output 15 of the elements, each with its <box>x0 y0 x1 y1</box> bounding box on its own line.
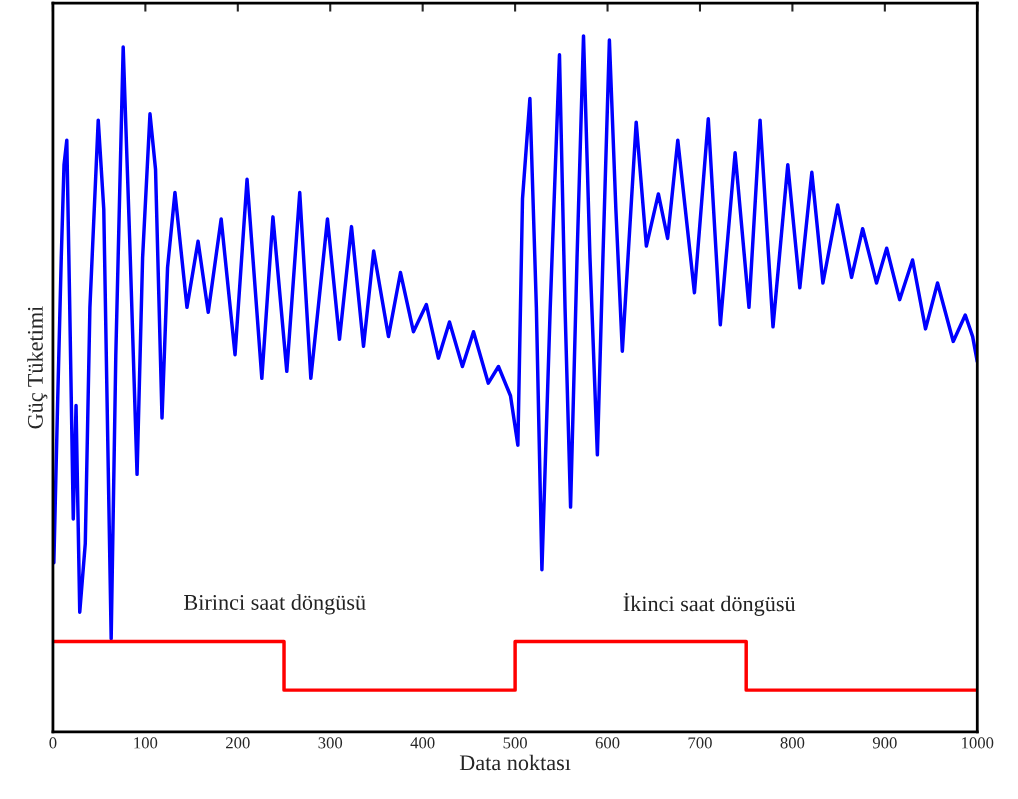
x-tick-label: 800 <box>780 737 805 749</box>
x-tick-label: 1000 <box>962 737 994 749</box>
x-tick-label: 700 <box>688 737 712 749</box>
x-tick-label: 400 <box>410 737 435 749</box>
x-tick-label: 600 <box>595 737 620 749</box>
x-tick-label: 0 <box>49 737 57 749</box>
x-tick-label: 100 <box>134 737 158 749</box>
annotation: İkinci saat döngüsü <box>623 592 796 616</box>
x-tick-label: 500 <box>503 737 527 749</box>
x-tick-label: 300 <box>318 737 343 749</box>
x-tick-label: 200 <box>226 737 250 749</box>
x-axis-title: Data noktası <box>459 754 571 771</box>
y-axis-title: Güç Tüketimi <box>27 306 48 429</box>
annotation: Birinci saat döngüsü <box>184 594 366 615</box>
x-tick-label: 900 <box>872 737 897 749</box>
